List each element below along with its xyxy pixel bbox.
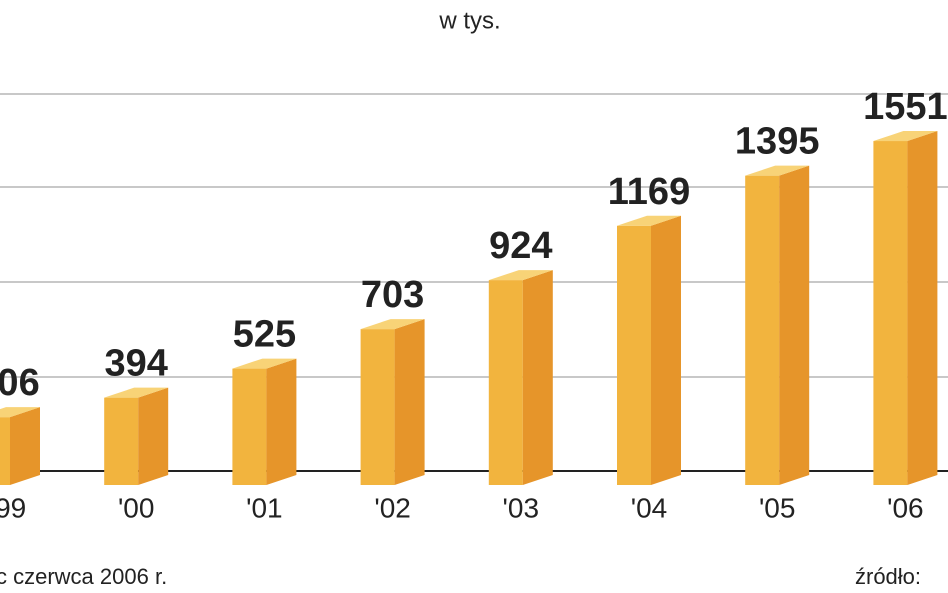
- x-tick-label: '03: [503, 492, 540, 523]
- bar-side: [10, 407, 40, 485]
- value-label: 1395: [735, 121, 820, 163]
- x-tick-label: '04: [631, 492, 668, 523]
- bar-top: [104, 387, 169, 398]
- value-label: 1169: [608, 171, 690, 213]
- bar-front: [360, 329, 395, 485]
- bar-side: [266, 358, 297, 485]
- bar-front: [617, 225, 651, 485]
- bar-side: [651, 215, 681, 485]
- bar-top: [360, 319, 425, 330]
- x-tick-label: '06: [887, 492, 924, 523]
- bar-front: [873, 141, 908, 485]
- bar-front: [488, 280, 523, 485]
- source: źródło:: [855, 564, 921, 589]
- x-tick-label: '00: [118, 492, 155, 523]
- value-label: 924: [489, 225, 552, 267]
- value-label: 306: [0, 362, 40, 404]
- bar-side: [522, 270, 553, 485]
- bar-top: [232, 358, 297, 369]
- bar-top: [488, 270, 553, 281]
- bar-top: [873, 131, 938, 142]
- bar-side: [907, 131, 938, 485]
- footnote: c czerwca 2006 r.: [0, 564, 167, 589]
- bar-side: [779, 165, 810, 485]
- bar-side: [138, 387, 169, 485]
- bars: 306 394 525 703 924 1169 1395 1551: [0, 86, 948, 485]
- value-label: 703: [361, 274, 424, 316]
- bar-front: [104, 397, 139, 485]
- bar-front: [232, 368, 267, 485]
- bar-front: [0, 417, 10, 485]
- bar-side: [394, 319, 425, 485]
- bar-top: [617, 215, 681, 226]
- chart-subtitle: w tys.: [438, 7, 500, 34]
- value-label: 1551: [863, 86, 948, 128]
- bar-top: [745, 165, 810, 176]
- x-tick-label: '02: [374, 492, 411, 523]
- value-label: 525: [233, 314, 296, 356]
- bar-top: [0, 407, 40, 418]
- x-tick-label: '99: [0, 492, 26, 523]
- x-tick-label: '05: [759, 492, 796, 523]
- x-tick-label: '01: [246, 492, 283, 523]
- bar-front: [745, 175, 780, 485]
- value-label: 394: [104, 343, 167, 385]
